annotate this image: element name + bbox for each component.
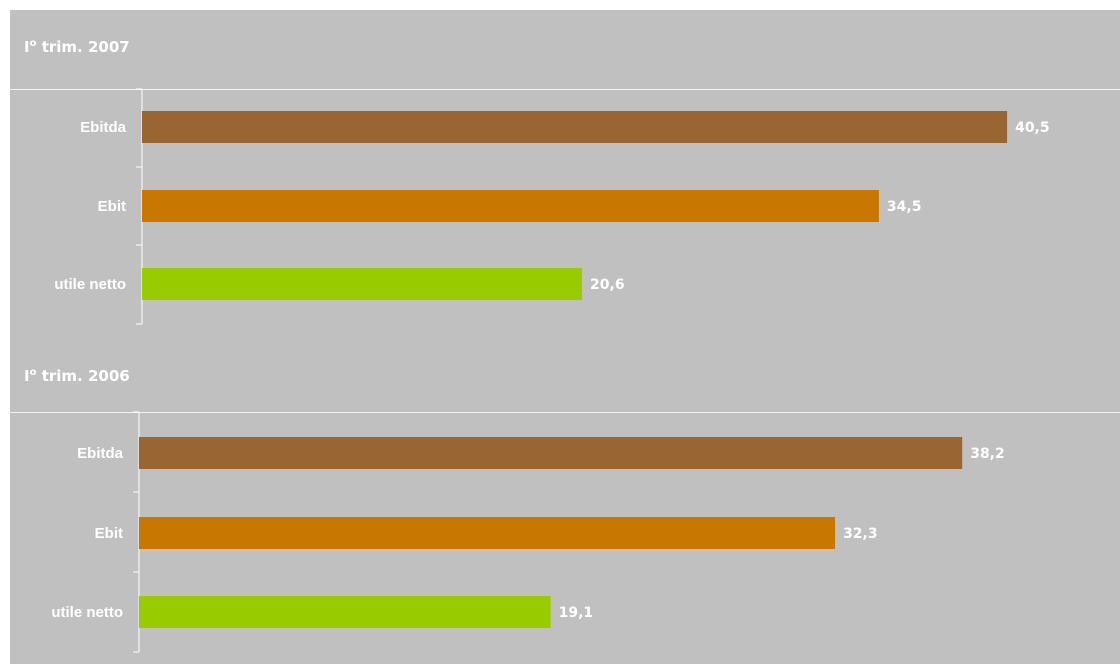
chart-group-1: Ebitda 38,2 Ebit 32,3 utile netto 19,1 [51,411,1005,653]
value-label-ebitda: 40,5 [1015,120,1050,136]
section-title-2007: Io trim. 2007 [24,38,130,56]
value-label-ebitda: 38,2 [970,446,1005,462]
value-label-utile-netto: 19,1 [559,605,594,621]
chart-group-0: Ebitda 40,5 Ebit 34,5 utile netto 20,6 [54,88,1050,325]
category-label-ebit: Ebit [95,525,123,542]
title-superscript: o [29,367,37,378]
value-label-ebit: 32,3 [843,526,878,542]
bar-utile-netto [139,596,551,628]
category-label-ebit: Ebit [98,198,126,215]
bar-ebit [142,190,879,222]
title-rest: trim. 2006 [36,367,130,385]
bar-utile-netto [142,268,583,300]
category-label-ebitda: Ebitda [77,445,123,462]
title-rest: trim. 2007 [36,38,130,56]
title-main: I [24,38,30,56]
section-title-2006: Io trim. 2006 [24,367,130,385]
category-label-utile-netto: utile netto [54,276,126,293]
bar-ebit [139,517,836,549]
title-superscript: o [29,38,37,49]
value-label-utile-netto: 20,6 [590,277,625,293]
divider-2006 [10,412,1120,413]
bar-ebitda [139,437,963,469]
title-main: I [24,367,30,385]
category-label-utile-netto: utile netto [51,604,123,621]
bar-ebitda [142,111,1008,143]
divider-2007 [10,89,1120,90]
value-label-ebit: 34,5 [887,199,922,215]
category-label-ebitda: Ebitda [80,119,126,136]
